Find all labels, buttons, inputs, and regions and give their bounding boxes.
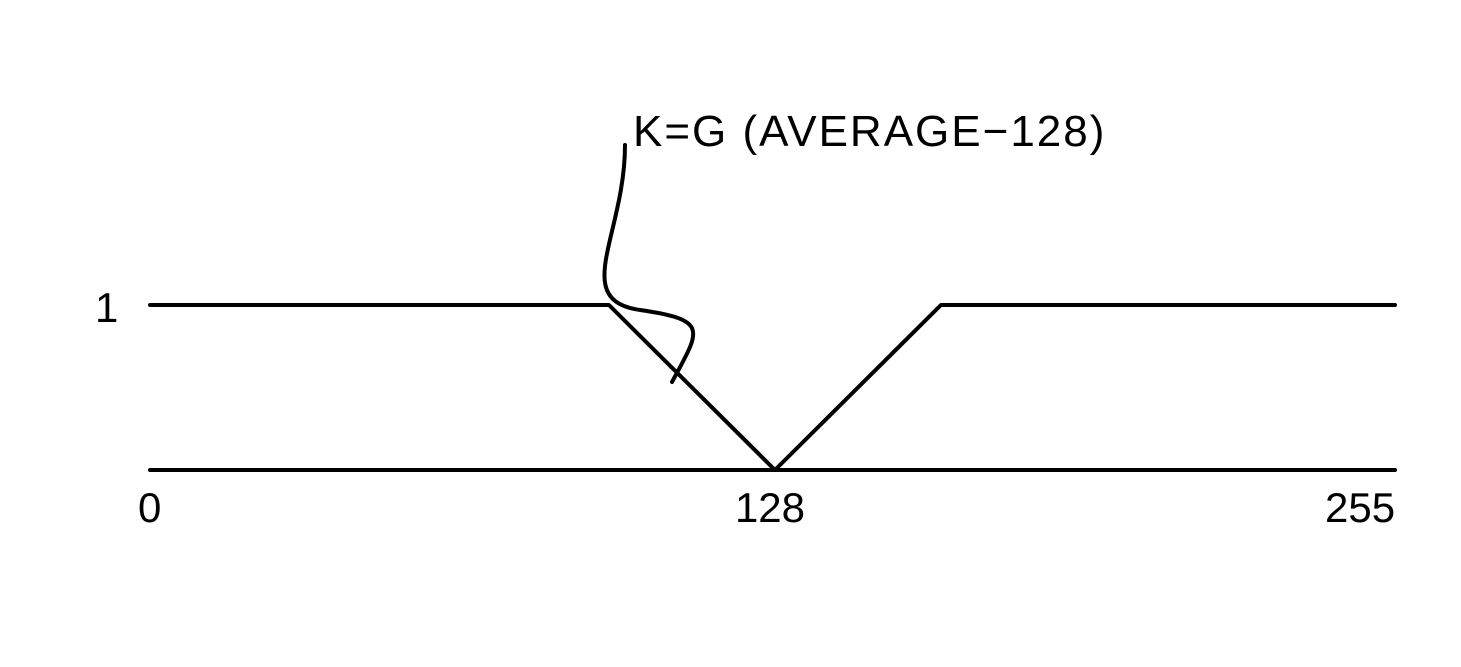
chart-container: 1 0 128 255 K=G (AVERAGE−128) bbox=[0, 0, 1461, 667]
x-axis-label-0: 0 bbox=[138, 484, 161, 532]
x-axis-label-255: 255 bbox=[1325, 484, 1395, 532]
curve-annotation: K=G (AVERAGE−128) bbox=[633, 107, 1106, 157]
x-axis-label-128: 128 bbox=[735, 484, 805, 532]
curve-line bbox=[150, 305, 1395, 470]
y-axis-label-1: 1 bbox=[95, 284, 118, 332]
chart-svg bbox=[0, 0, 1461, 667]
